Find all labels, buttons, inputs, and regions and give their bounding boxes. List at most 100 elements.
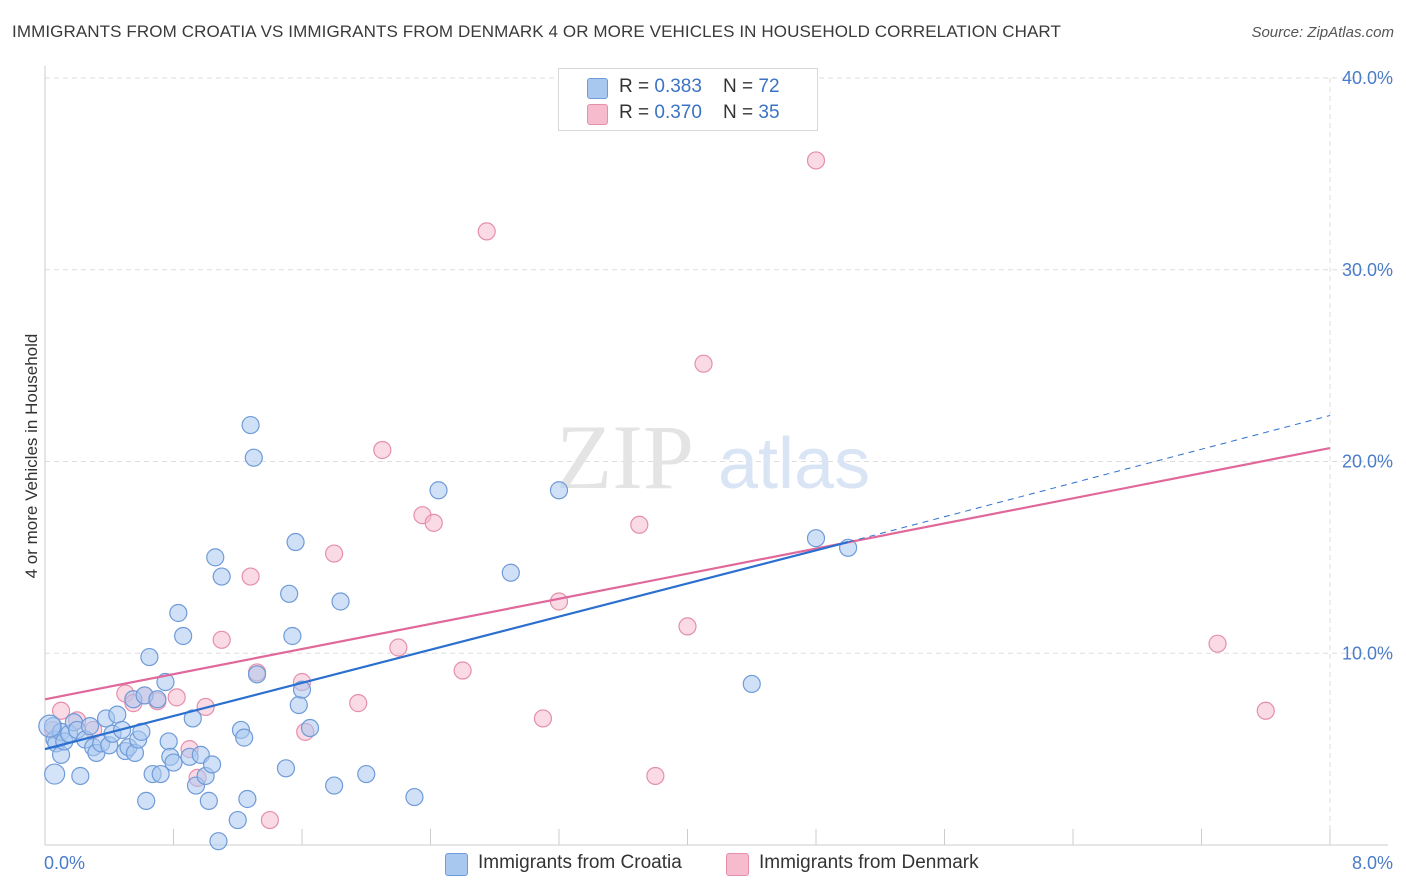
bottom-legend-label-denmark: Immigrants from Denmark (759, 852, 979, 873)
axes (44, 66, 1388, 846)
croatia-point-30 (148, 690, 167, 709)
denmark-point-15 (260, 810, 279, 830)
y-tick-label-1: 20.0% (1342, 452, 1393, 472)
denmark-point-8 (167, 688, 186, 707)
legend-n-value-denmark: 35 (758, 102, 780, 123)
croatia-point-68 (549, 481, 569, 500)
croatia-point-64 (357, 764, 376, 784)
legend-r-value-denmark: 0.370 (654, 102, 702, 123)
denmark-trend-line (44, 446, 1331, 701)
chart-source: Source: ZipAtlas.com (1251, 24, 1394, 41)
denmark-point-28 (630, 515, 649, 534)
denmark-point-23 (424, 513, 443, 532)
croatia-point-69 (742, 674, 761, 694)
croatia-point-28 (140, 647, 159, 667)
croatia-point-61 (300, 718, 320, 738)
denmark-point-32 (806, 151, 826, 170)
denmark-point-1 (51, 701, 71, 720)
trend-lines (44, 414, 1331, 751)
gridlines (45, 77, 1388, 845)
denmark-point-26 (533, 709, 553, 728)
croatia-point-60 (292, 680, 312, 699)
denmark-point-12 (212, 630, 231, 649)
denmark-point-19 (349, 694, 368, 713)
bottom-legend-label-croatia: Immigrants from Croatia (478, 852, 682, 873)
croatia-point-9 (71, 766, 90, 786)
denmark-point-24 (453, 661, 472, 680)
croatia-point-62 (325, 776, 344, 795)
denmark-point-20 (373, 440, 392, 460)
croatia-point-45 (206, 548, 225, 567)
croatia-point-18 (108, 705, 127, 724)
croatia-point-55 (276, 759, 296, 778)
correlation-legend: R = 0.383 N = 72 R = 0.370 N = 35 (558, 68, 818, 131)
legend-n-value-croatia: 72 (758, 76, 780, 97)
y-tick-label-3: 40.0% (1342, 68, 1393, 88)
y-tick-labels: 10.0% 20.0% 30.0% 40.0% (1342, 68, 1393, 663)
croatia-point-11 (80, 717, 100, 736)
denmark-point-29 (646, 766, 665, 786)
legend-swatch-denmark (587, 104, 608, 125)
croatia-point-31 (151, 764, 170, 784)
chart-title: IMMIGRANTS FROM CROATIA VS IMMIGRANTS FR… (12, 22, 1061, 41)
croatia-point-32 (156, 672, 175, 692)
denmark-point-25 (477, 222, 496, 241)
croatia-point-51 (238, 789, 257, 809)
denmark-point-27 (549, 592, 569, 611)
croatia-points (38, 415, 858, 851)
croatia-point-52 (241, 415, 260, 435)
croatia-point-44 (202, 755, 222, 774)
croatia-point-54 (247, 665, 267, 684)
croatia-point-46 (209, 832, 228, 851)
croatia-point-66 (429, 481, 448, 500)
croatia-trend-line (44, 540, 849, 751)
croatia-point-35 (164, 753, 183, 772)
croatia-trend-extension (847, 414, 1331, 543)
croatia-point-36 (169, 603, 188, 623)
croatia-point-27 (137, 791, 156, 810)
denmark-point-18 (325, 544, 344, 563)
legend-text-denmark: R = 0.370 N = 35 (619, 102, 780, 124)
denmark-point-21 (389, 638, 408, 657)
x-tick-label-max: 8.0% (1352, 853, 1393, 873)
legend-n-label: N = (723, 102, 759, 123)
legend-r-label: R = (619, 102, 655, 123)
croatia-point-65 (405, 787, 424, 807)
denmark-point-31 (694, 354, 713, 373)
croatia-point-56 (280, 584, 299, 603)
watermark-atlas: atlas (718, 424, 870, 504)
denmark-point-30 (678, 617, 697, 636)
watermark: ZIP atlas (556, 406, 870, 508)
croatia-point-63 (331, 592, 350, 611)
croatia-point-37 (174, 626, 193, 646)
legend-text-croatia: R = 0.383 N = 72 (619, 76, 780, 98)
x-tick-label-min: 0.0% (44, 853, 85, 873)
denmark-point-13 (241, 567, 260, 586)
croatia-point-48 (228, 810, 247, 830)
legend-n-label: N = (723, 76, 759, 97)
legend-r-label: R = (619, 76, 655, 97)
denmark-point-33 (1208, 634, 1227, 653)
legend-r-value-croatia: 0.383 (654, 76, 702, 97)
croatia-point-53 (244, 448, 263, 467)
watermark-zip: ZIP (556, 406, 694, 508)
x-tick-labels: 0.0% 8.0% (44, 853, 1393, 873)
croatia-point-70 (806, 529, 826, 548)
y-tick-label-2: 30.0% (1342, 260, 1393, 280)
croatia-point-57 (283, 626, 302, 646)
legend-swatch-croatia (587, 78, 608, 99)
croatia-point-47 (212, 567, 231, 586)
bottom-legend-swatch-denmark (726, 853, 749, 876)
croatia-point-large-a (38, 714, 62, 738)
croatia-point-33 (159, 732, 178, 751)
croatia-point-50 (235, 728, 254, 747)
croatia-point-43 (199, 791, 218, 810)
croatia-point-large-b (44, 763, 66, 785)
croatia-point-67 (501, 563, 520, 582)
bottom-legend-swatch-croatia (445, 853, 468, 876)
croatia-point-59 (289, 695, 308, 715)
denmark-point-34 (1256, 701, 1275, 720)
croatia-point-58 (286, 532, 305, 552)
y-tick-label-0: 10.0% (1342, 643, 1393, 663)
